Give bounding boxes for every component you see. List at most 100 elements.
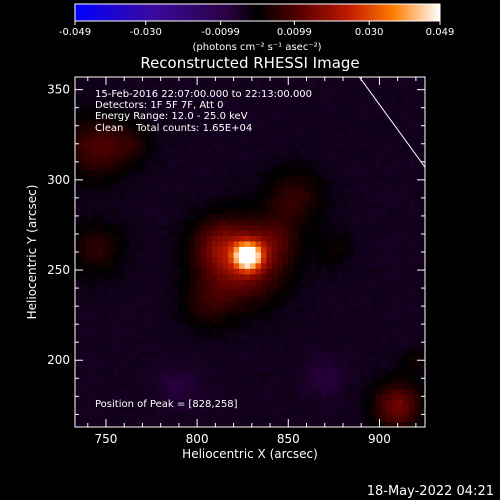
heatmap-cell (173, 77, 180, 83)
heatmap-cell (255, 416, 262, 422)
heatmap-cell (195, 115, 202, 122)
heatmap-cell (157, 377, 163, 384)
heatmap-cell (337, 164, 344, 171)
heatmap-cell (162, 241, 169, 247)
heatmap-cell (310, 109, 317, 116)
heatmap-cell (392, 159, 399, 165)
heatmap-cell (304, 104, 311, 111)
heatmap-cell (277, 344, 284, 351)
heatmap-cell (266, 202, 273, 209)
heatmap-cell (348, 180, 355, 187)
heatmap-cell (419, 295, 425, 302)
heatmap-cell (381, 252, 388, 258)
heatmap-cell (321, 224, 327, 231)
heatmap-cell (315, 93, 322, 100)
heatmap-cell (348, 241, 355, 247)
heatmap-cell (167, 339, 174, 346)
heatmap-cell (408, 115, 415, 122)
heatmap-cell (370, 383, 377, 390)
heatmap-cell (288, 224, 295, 231)
heatmap-cell (375, 388, 382, 395)
heatmap-cell (222, 366, 229, 373)
heatmap-cell (359, 208, 366, 215)
heatmap-cell (359, 98, 366, 105)
heatmap-cell (392, 164, 399, 171)
heatmap-cell (228, 153, 234, 160)
heatmap-cell (310, 252, 317, 258)
heatmap-cell (178, 169, 185, 176)
heatmap-cell (91, 230, 98, 236)
heatmap-cell (321, 87, 327, 94)
heatmap-cell (157, 109, 163, 116)
heatmap-cell (162, 312, 169, 319)
heatmap-cell (337, 290, 344, 297)
heatmap-cell (151, 388, 158, 395)
heatmap-cell (348, 148, 355, 154)
heatmap-cell (321, 284, 327, 291)
heatmap-cell (304, 169, 311, 176)
heatmap-cell (386, 148, 393, 154)
heatmap-cell (184, 131, 191, 138)
heatmap-cell (178, 82, 185, 89)
heatmap-cell (167, 383, 174, 390)
heatmap-cell (271, 410, 278, 417)
heatmap-cell (266, 208, 273, 215)
heatmap-cell (381, 421, 388, 427)
heatmap-cell (397, 410, 404, 417)
heatmap-cell (107, 301, 114, 308)
heatmap-cell (326, 355, 333, 362)
heatmap-cell (107, 350, 114, 357)
heatmap-cell (162, 175, 169, 182)
heatmap-cell (299, 98, 306, 105)
heatmap-cell (195, 306, 202, 313)
heatmap-cell (129, 213, 136, 220)
heatmap-cell (107, 257, 114, 264)
heatmap-cell (113, 328, 120, 335)
heatmap-cell (337, 93, 344, 100)
heatmap-cell (397, 104, 404, 111)
heatmap-cell (386, 295, 393, 302)
heatmap-cell (113, 164, 120, 171)
heatmap-cell (167, 334, 174, 340)
heatmap-cell (157, 344, 163, 351)
heatmap-cell (140, 262, 147, 269)
heatmap-cell (85, 208, 92, 215)
heatmap-cell (392, 208, 399, 215)
heatmap-cell (80, 148, 87, 154)
heatmap-cell (140, 410, 147, 417)
heatmap-cell (359, 273, 366, 280)
heatmap-cell (304, 235, 311, 242)
heatmap-cell (288, 421, 295, 427)
heatmap-cell (228, 197, 234, 204)
heatmap-cell (167, 317, 174, 324)
heatmap-cell (113, 77, 120, 83)
heatmap-cell (282, 306, 289, 313)
heatmap-cell (250, 350, 256, 357)
heatmap-cell (102, 372, 109, 379)
heatmap-cell (250, 82, 256, 89)
heatmap-cell (408, 355, 415, 362)
heatmap-cell (211, 98, 218, 105)
heatmap-cell (157, 191, 163, 198)
heatmap-cell (91, 197, 98, 204)
heatmap-cell (244, 317, 251, 324)
heatmap-cell (260, 416, 267, 422)
heatmap-cell (250, 77, 256, 83)
heatmap-cell (228, 87, 234, 94)
heatmap-cell (282, 82, 289, 89)
heatmap-cell (342, 295, 349, 302)
heatmap-cell (414, 361, 420, 368)
heatmap-cell (173, 366, 180, 373)
heatmap-cell (277, 252, 284, 258)
heatmap-cell (375, 186, 382, 193)
heatmap-cell (381, 344, 388, 351)
heatmap-cell (364, 301, 371, 308)
heatmap-cell (386, 262, 393, 269)
heatmap-cell (381, 202, 388, 209)
heatmap-cell (184, 213, 191, 220)
heatmap-cell (85, 421, 92, 427)
heatmap-cell (277, 350, 284, 357)
heatmap-cell (310, 323, 317, 329)
heatmap-cell (107, 208, 114, 215)
heatmap-cell (364, 148, 371, 154)
